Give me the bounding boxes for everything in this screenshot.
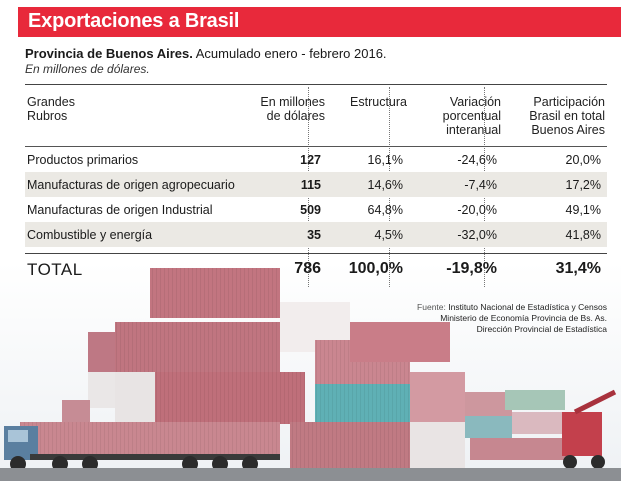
source-line-2: Ministerio de Economía Provincia de Bs. … — [440, 313, 607, 323]
cell-participacion: 20,0% — [565, 153, 601, 167]
header-line: porcentual — [442, 109, 501, 123]
total-variacion: -19,8% — [446, 260, 497, 277]
subtitle: Provincia de Buenos Aires. Acumulado ene… — [25, 46, 387, 61]
cell-participacion: 49,1% — [565, 203, 601, 217]
table-row: Manufacturas de origen Industrial 509 64… — [25, 197, 607, 222]
header-estructura: Estructura — [327, 95, 407, 109]
subtitle-bold: Provincia de Buenos Aires. — [25, 46, 193, 61]
cell-participacion: 41,8% — [565, 228, 601, 242]
page-title: Exportaciones a Brasil — [28, 10, 240, 32]
table-top-rule — [25, 84, 607, 85]
total-millones: 786 — [294, 260, 321, 277]
header-millones: En millones de dólares — [225, 95, 325, 123]
table-row: Manufacturas de origen agropecuario 115 … — [25, 172, 607, 197]
cell-millones: 127 — [300, 153, 321, 167]
cell-estructura: 16,1% — [367, 153, 403, 167]
cell-estructura: 64,8% — [367, 203, 403, 217]
cell-rubro: Productos primarios — [27, 153, 139, 167]
cell-millones: 509 — [300, 203, 321, 217]
cell-variacion: -20,0% — [457, 203, 497, 217]
total-estructura: 100,0% — [348, 260, 403, 277]
cell-estructura: 4,5% — [374, 228, 404, 242]
cell-variacion: -7,4% — [464, 178, 497, 192]
total-label: TOTAL — [27, 260, 83, 279]
table-row: Combustible y energía 35 4,5% -32,0% 41,… — [25, 222, 607, 247]
table-header: Grandes Rubros En millones de dólares Es… — [25, 87, 607, 147]
subtitle-rest: Acumulado enero - febrero 2016. — [192, 46, 387, 61]
header-line: de dólares — [266, 109, 325, 123]
header-line: interanual — [446, 123, 501, 137]
header-participacion: Participación Brasil en total Buenos Air… — [505, 95, 605, 137]
units-note: En millones de dólares. — [25, 62, 150, 76]
cell-participacion: 17,2% — [565, 178, 601, 192]
header-line: Buenos Aires — [531, 123, 605, 137]
source-note: Fuente: Instituto Nacional de Estadístic… — [347, 302, 607, 335]
source-line-1: Fuente: Instituto Nacional de Estadístic… — [347, 302, 607, 313]
header-line: En millones — [260, 95, 325, 109]
header-bar: Exportaciones a Brasil — [18, 7, 621, 37]
cell-rubro: Manufacturas de origen Industrial — [27, 203, 213, 217]
header-line: Estructura — [350, 95, 407, 109]
cell-variacion: -24,6% — [457, 153, 497, 167]
table-row: Productos primarios 127 16,1% -24,6% 20,… — [25, 147, 607, 172]
header-rubros: Grandes Rubros — [27, 95, 177, 123]
header-line: Variación — [449, 95, 501, 109]
exports-table: Grandes Rubros En millones de dólares Es… — [25, 87, 607, 287]
cell-rubro: Manufacturas de origen agropecuario — [27, 178, 235, 192]
cell-variacion: -32,0% — [457, 228, 497, 242]
cell-millones: 115 — [300, 178, 321, 192]
shipping-containers-photo — [0, 262, 621, 481]
cell-estructura: 14,6% — [367, 178, 403, 192]
cell-rubro: Combustible y energía — [27, 228, 153, 242]
header-line: Brasil en total — [529, 109, 605, 123]
header-line: Grandes — [27, 95, 75, 109]
total-participacion: 31,4% — [555, 260, 601, 277]
source-label: Fuente: — [417, 302, 446, 312]
source-line-3: Dirección Provincial de Estadística — [476, 324, 607, 334]
header-line: Participación — [533, 95, 605, 109]
header-variacion: Variación porcentual interanual — [411, 95, 501, 137]
total-row: TOTAL 786 100,0% -19,8% 31,4% — [25, 253, 607, 287]
cell-millones: 35 — [307, 228, 321, 242]
header-line: Rubros — [27, 109, 68, 123]
source-text: Instituto Nacional de Estadística y Cens… — [445, 302, 607, 312]
